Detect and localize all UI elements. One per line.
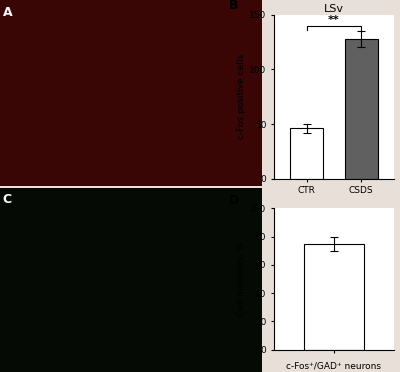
Text: **: ** [328,15,340,25]
Text: A: A [3,6,12,19]
Bar [304,244,364,350]
Bar [290,128,323,179]
Y-axis label: c-Fos positive cells: c-Fos positive cells [237,54,246,139]
X-axis label: c-Fos⁺/GAD⁺ neurons
/total c-Fos⁺ neurons: c-Fos⁺/GAD⁺ neurons /total c-Fos⁺ neuron… [286,362,382,372]
Bar [345,39,378,179]
Text: C: C [3,193,12,206]
Text: B: B [228,0,238,12]
Y-axis label: Cell numbers, %: Cell numbers, % [237,242,246,316]
Text: D: D [228,194,239,207]
Title: LSv: LSv [324,4,344,14]
